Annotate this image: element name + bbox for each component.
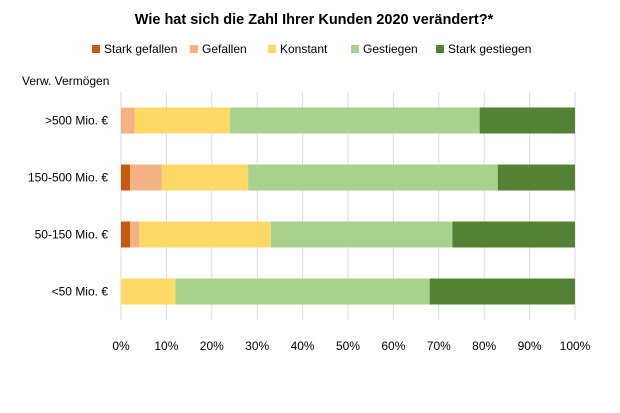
legend-swatch: [268, 45, 276, 53]
category-label: 50-150 Mio. €: [35, 228, 109, 242]
x-axis-tick-labels: 0% 10% 20% 30% 40% 50% 60% 70% 80% 90% 100%: [112, 339, 590, 353]
x-tick-label: 90%: [518, 339, 542, 353]
category-label: 150-500 Mio. €: [28, 171, 108, 185]
bar-segment: [121, 164, 131, 191]
category-labels: >500 Mio. € 150-500 Mio. € 50-150 Mio. € <5…: [28, 114, 108, 299]
category-label: <50 Mio. €: [52, 285, 109, 299]
category-label: >500 Mio. €: [45, 114, 108, 128]
x-tick-label: 30%: [245, 339, 269, 353]
bar-segment: [134, 107, 230, 134]
bar-segment: [161, 164, 249, 191]
bar-segment: [121, 278, 176, 305]
y-axis-title: Verw. Vermögen: [22, 74, 109, 88]
legend-swatch: [92, 45, 100, 53]
legend-swatch: [351, 45, 359, 53]
bar-segment: [248, 164, 498, 191]
x-tick-label: 100%: [560, 339, 591, 353]
legend-label: Gestiegen: [363, 42, 418, 56]
bar-segment: [130, 164, 162, 191]
x-tick-label: 40%: [291, 339, 315, 353]
chart-title: Wie hat sich die Zahl Ihrer Kunden 2020 …: [135, 12, 494, 28]
chart-legend: Stark gefallen Gefallen Konstant Gestiegen S…: [92, 42, 531, 56]
bar-segment: [270, 221, 453, 248]
bars: [121, 107, 575, 305]
bar-segment: [121, 107, 135, 134]
bar-segment: [479, 107, 575, 134]
legend-label: Stark gefallen: [104, 42, 177, 56]
x-tick-label: 70%: [427, 339, 451, 353]
bar-segment: [452, 221, 575, 248]
x-tick-label: 50%: [336, 339, 360, 353]
legend-swatch: [436, 45, 444, 53]
x-tick-label: 10%: [154, 339, 178, 353]
legend-label: Stark gestiegen: [448, 42, 531, 56]
x-tick-label: 60%: [381, 339, 405, 353]
x-tick-label: 80%: [472, 339, 496, 353]
x-tick-label: 20%: [200, 339, 224, 353]
x-tick-label: 0%: [112, 339, 130, 353]
legend-label: Gefallen: [202, 42, 247, 56]
bar-segment: [130, 221, 140, 248]
bar-segment: [229, 107, 480, 134]
bar-segment: [175, 278, 430, 305]
bar-segment: [429, 278, 575, 305]
bar-segment: [139, 221, 271, 248]
legend-swatch: [190, 45, 198, 53]
legend-label: Konstant: [280, 42, 328, 56]
bar-segment: [497, 164, 575, 191]
bar-segment: [121, 221, 131, 248]
